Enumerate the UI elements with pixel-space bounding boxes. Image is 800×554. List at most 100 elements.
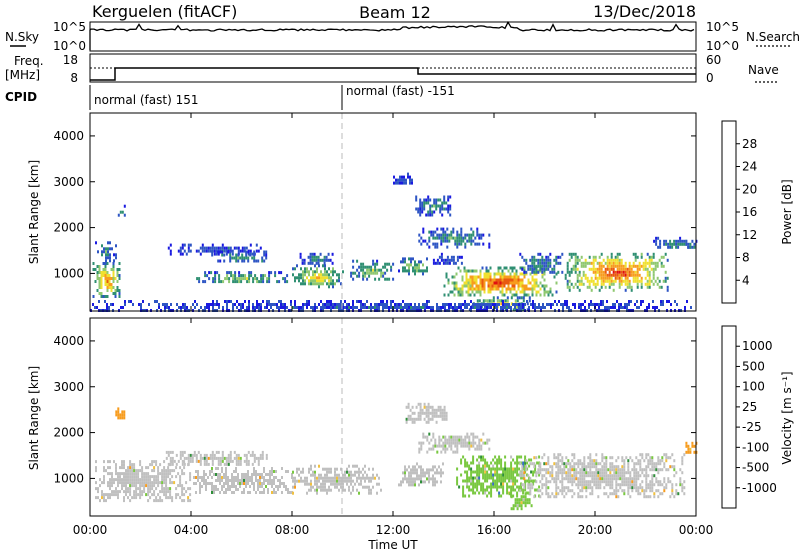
- heatmap-cell: [663, 480, 666, 484]
- heatmap-cell: [651, 489, 654, 493]
- heatmap-cell: [440, 239, 443, 243]
- heatmap-cell: [648, 261, 651, 265]
- heatmap-cell: [247, 459, 250, 463]
- heatmap-cell: [470, 233, 473, 237]
- heatmap-cell: [248, 306, 250, 309]
- heatmap-cell: [478, 236, 481, 240]
- heatmap-cell: [106, 286, 109, 289]
- heatmap-cell: [434, 471, 436, 475]
- heatmap-cell: [653, 483, 656, 487]
- heatmap-cell: [518, 488, 521, 492]
- heatmap-cell: [543, 483, 546, 487]
- heatmap-cell: [476, 230, 479, 234]
- heatmap-cell: [263, 467, 265, 470]
- heatmap-cell: [662, 255, 665, 259]
- heatmap-cell: [454, 438, 457, 442]
- heatmap-cell: [155, 475, 158, 479]
- heatmap-cell: [431, 405, 434, 409]
- heatmap-cell: [626, 285, 629, 289]
- heatmap-cell: [615, 486, 618, 490]
- heatmap-cell: [125, 484, 127, 488]
- heatmap-cell: [547, 267, 550, 271]
- heatmap-cell: [547, 264, 550, 268]
- heatmap-cell: [638, 261, 641, 265]
- heatmap-cell: [657, 468, 660, 472]
- heatmap-cell: [470, 444, 473, 448]
- heatmap-cell: [612, 267, 615, 271]
- heatmap-cell: [534, 488, 537, 492]
- heatmap-cell: [121, 472, 123, 476]
- heatmap-cell: [456, 306, 458, 309]
- heatmap-cell: [609, 462, 612, 466]
- heatmap-cell: [243, 256, 246, 260]
- heatmap-cell: [464, 245, 467, 249]
- x-tick-label: 00:00: [73, 523, 108, 537]
- heatmap-cell: [498, 458, 501, 462]
- heatmap-cell: [296, 306, 298, 309]
- heatmap-cell: [273, 479, 275, 482]
- heatmap-cell: [245, 256, 248, 260]
- heatmap-cell: [621, 477, 624, 481]
- heatmap-cell: [521, 284, 524, 288]
- heatmap-cell: [107, 460, 109, 464]
- heatmap-cell: [111, 475, 113, 479]
- heatmap-cell: [165, 450, 168, 454]
- heatmap-cell: [118, 292, 121, 295]
- heatmap-cell: [470, 482, 473, 486]
- heatmap-cell: [659, 239, 662, 243]
- heatmap-cell: [280, 271, 283, 275]
- heatmap-cell: [115, 469, 117, 473]
- heatmap-cell: [570, 252, 573, 256]
- heatmap-cell: [637, 486, 640, 490]
- heatmap-cell: [344, 306, 346, 309]
- heatmap-cell: [429, 204, 432, 208]
- heatmap-cell: [637, 489, 640, 493]
- heatmap-cell: [535, 281, 538, 285]
- heatmap-cell: [314, 276, 316, 280]
- heatmap-cell: [352, 306, 354, 309]
- heatmap-cell: [161, 475, 164, 479]
- heatmap-cell: [316, 488, 318, 492]
- heatmap-cell: [118, 268, 121, 271]
- heatmap-cell: [434, 480, 436, 484]
- heatmap-cell: [583, 462, 586, 466]
- heatmap-cell: [376, 259, 379, 263]
- heatmap-cell: [589, 465, 592, 469]
- heatmap-cell: [437, 405, 440, 409]
- heatmap-cell: [566, 300, 568, 303]
- heatmap-cell: [115, 466, 117, 470]
- heatmap-cell: [356, 476, 358, 480]
- heatmap-cell: [667, 456, 670, 460]
- heatmap-cell: [407, 414, 410, 418]
- heatmap-cell: [310, 473, 312, 477]
- heatmap-cell: [504, 303, 506, 306]
- heatmap-cell: [342, 482, 344, 486]
- heatmap-cell: [412, 471, 414, 475]
- heatmap-cell: [498, 476, 501, 480]
- heatmap-cell: [177, 249, 180, 253]
- heatmap-cell: [541, 483, 544, 487]
- heatmap-cell: [372, 485, 374, 489]
- heatmap-cell: [358, 470, 360, 474]
- heatmap-cell: [482, 458, 485, 462]
- heatmap-cell: [123, 410, 126, 414]
- heatmap-cell: [515, 272, 518, 276]
- heatmap-cell: [95, 466, 97, 470]
- heatmap-cell: [225, 479, 227, 482]
- heatmap-cell: [428, 471, 430, 475]
- heatmap-cell: [553, 275, 556, 279]
- heatmap-cell: [316, 476, 318, 480]
- heatmap-cell: [157, 466, 160, 470]
- heatmap-cell: [211, 488, 213, 491]
- heatmap-cell: [320, 282, 322, 286]
- heatmap-cell: [603, 486, 606, 490]
- heatmap-cell: [604, 270, 607, 274]
- heatmap-cell: [516, 458, 519, 462]
- colorbar-tick-label: 12: [742, 228, 757, 242]
- heatmap-cell: [620, 276, 623, 280]
- heatmap-cell: [153, 475, 156, 479]
- heatmap-cell: [512, 507, 515, 511]
- heatmap-cell: [125, 487, 127, 491]
- heatmap-cell: [428, 468, 430, 472]
- heatmap-cell: [102, 262, 105, 265]
